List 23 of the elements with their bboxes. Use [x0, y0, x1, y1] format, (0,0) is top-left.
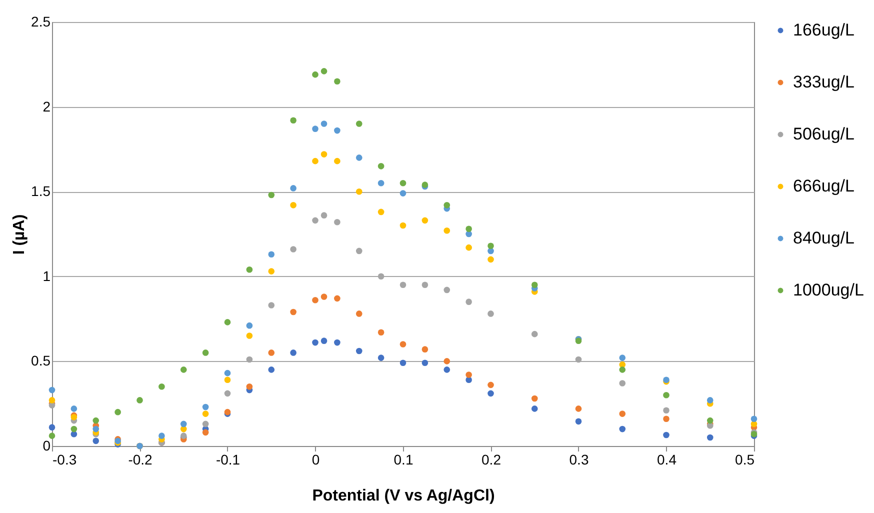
y-tick-label: 2.5: [31, 14, 51, 30]
legend-label: 166ug/L: [793, 20, 854, 40]
x-tick-label: 0.4: [657, 452, 677, 468]
y-axis-title: I (µA): [11, 214, 28, 255]
x-tick-label: -0.3: [52, 452, 77, 468]
x-tick-label: -0.1: [216, 452, 240, 468]
y-tick-label: 0: [42, 438, 51, 454]
legend-label: 840ug/L: [793, 228, 854, 248]
y-tick-label: 2: [42, 98, 51, 114]
legend-label: 666ug/L: [793, 176, 854, 196]
y-tick-label: 1: [42, 268, 51, 284]
legend-label: 1000ug/L: [793, 280, 864, 300]
legend-label: 506ug/L: [793, 124, 854, 144]
y-tick-label: 1.5: [31, 183, 51, 200]
x-tick-label: 0.5: [735, 452, 755, 468]
x-tick-label: 0.3: [569, 452, 589, 468]
x-axis-title: Potential (V vs Ag/AgCl): [312, 488, 495, 504]
x-tick-label: 0.1: [394, 452, 414, 468]
x-tick-label: -0.2: [128, 452, 153, 468]
x-tick-label: 0.2: [482, 452, 502, 468]
legend-label: 333ug/L: [793, 72, 854, 92]
x-tick-label: 0: [312, 452, 320, 468]
y-tick-label: 0.5: [31, 352, 51, 369]
